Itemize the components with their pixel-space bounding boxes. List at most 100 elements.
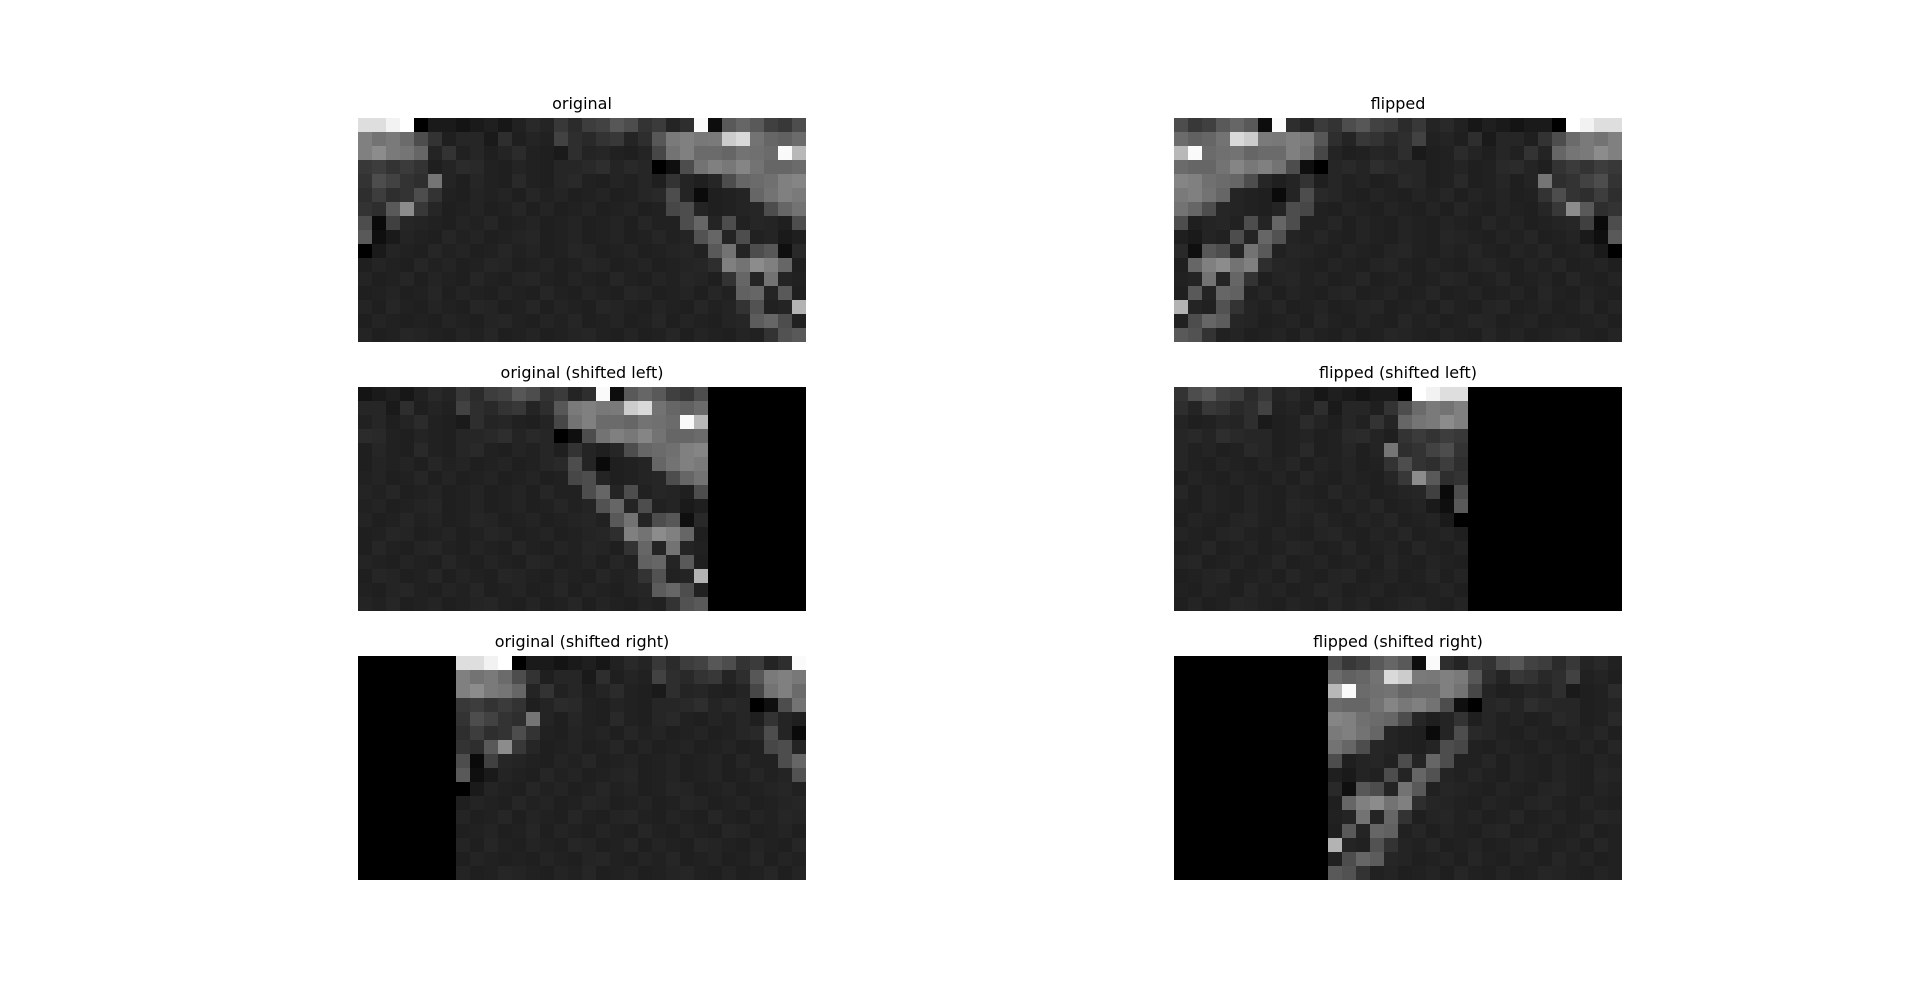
pixel-cell <box>1454 174 1469 189</box>
pixel-cell <box>1174 457 1189 472</box>
pixel-cell <box>610 202 625 217</box>
pixel-cell <box>1552 555 1567 570</box>
pixel-cell <box>1524 471 1539 486</box>
pixel-cell <box>540 202 555 217</box>
pixel-cell <box>1356 754 1371 769</box>
pixel-cell <box>1608 597 1622 611</box>
pixel-cell <box>1174 118 1189 133</box>
pixel-cell <box>1216 698 1231 713</box>
pixel-cell <box>484 401 499 416</box>
pixel-cell <box>1594 387 1609 402</box>
pixel-cell <box>736 387 751 402</box>
pixel-cell <box>1608 569 1622 584</box>
pixel-cell <box>372 768 387 783</box>
pixel-cell <box>1426 174 1441 189</box>
pixel-cell <box>428 188 443 203</box>
pixel-cell <box>1524 328 1539 342</box>
pixel-cell <box>652 272 667 287</box>
pixel-cell <box>694 866 709 880</box>
pixel-cell <box>1174 443 1189 458</box>
pixel-cell <box>386 314 401 329</box>
pixel-cell <box>1342 838 1357 853</box>
pixel-cell <box>1468 415 1483 430</box>
pixel-cell <box>1482 656 1497 671</box>
pixel-cell <box>1426 810 1441 825</box>
pixel-cell <box>1202 597 1217 611</box>
pixel-cell <box>386 555 401 570</box>
pixel-cell <box>1398 684 1413 699</box>
pixel-cell <box>792 314 806 329</box>
pixel-cell <box>792 684 806 699</box>
pixel-cell <box>624 838 639 853</box>
pixel-cell <box>1188 471 1203 486</box>
pixel-cell <box>1398 401 1413 416</box>
pixel-cell <box>750 810 765 825</box>
pixel-cell <box>1412 499 1427 514</box>
pixel-cell <box>372 583 387 598</box>
pixel-cell <box>1426 314 1441 329</box>
pixel-cell <box>1174 768 1189 783</box>
pixel-cell <box>778 387 793 402</box>
pixel-cell <box>1258 216 1273 231</box>
pixel-cell <box>680 698 695 713</box>
pixel-cell <box>652 555 667 570</box>
pixel-cell <box>484 443 499 458</box>
pixel-cell <box>1552 174 1567 189</box>
pixel-cell <box>526 146 541 161</box>
pixel-cell <box>1202 429 1217 444</box>
pixel-cell <box>666 132 681 147</box>
pixel-cell <box>708 429 723 444</box>
pixel-cell <box>442 513 457 528</box>
pixel-cell <box>1510 541 1525 556</box>
pixel-cell <box>708 230 723 245</box>
pixel-cell <box>442 782 457 797</box>
pixel-cell <box>568 216 583 231</box>
pixel-cell <box>596 569 611 584</box>
pixel-cell <box>442 670 457 685</box>
pixel-cell <box>400 541 415 556</box>
pixel-cell <box>1202 216 1217 231</box>
pixel-cell <box>736 146 751 161</box>
pixel-cell <box>736 754 751 769</box>
pixel-cell <box>1426 684 1441 699</box>
pixel-cell <box>484 415 499 430</box>
pixel-cell <box>498 499 513 514</box>
pixel-cell <box>568 499 583 514</box>
pixel-cell <box>428 656 443 671</box>
pixel-cell <box>1608 555 1622 570</box>
pixel-cell <box>442 712 457 727</box>
pixel-cell <box>554 314 569 329</box>
pixel-cell <box>764 838 779 853</box>
pixel-cell <box>1300 188 1315 203</box>
pixel-cell <box>386 656 401 671</box>
pixel-cell <box>1258 272 1273 287</box>
pixel-cell <box>1328 286 1343 301</box>
pixel-cell <box>1566 754 1581 769</box>
pixel-cell <box>456 286 471 301</box>
pixel-cell <box>1342 286 1357 301</box>
pixel-cell <box>1566 852 1581 867</box>
pixel-cell <box>624 754 639 769</box>
pixel-cell <box>1482 852 1497 867</box>
pixel-cell <box>778 782 793 797</box>
pixel-cell <box>1524 118 1539 133</box>
pixel-cell <box>498 796 513 811</box>
pixel-cell <box>554 230 569 245</box>
pixel-cell <box>498 314 513 329</box>
pixel-cell <box>610 387 625 402</box>
pixel-cell <box>680 852 695 867</box>
pixel-cell <box>792 258 806 273</box>
pixel-cell <box>1258 796 1273 811</box>
pixel-cell <box>1244 471 1259 486</box>
pixel-cell <box>1482 457 1497 472</box>
pixel-cell <box>1174 499 1189 514</box>
pixel-cell <box>792 555 806 570</box>
pixel-cell <box>638 160 653 175</box>
pixel-cell <box>526 782 541 797</box>
pixel-cell <box>414 513 429 528</box>
pixel-cell <box>582 202 597 217</box>
pixel-cell <box>1300 160 1315 175</box>
pixel-cell <box>1370 541 1385 556</box>
pixel-cell <box>428 866 443 880</box>
pixel-cell <box>1342 174 1357 189</box>
